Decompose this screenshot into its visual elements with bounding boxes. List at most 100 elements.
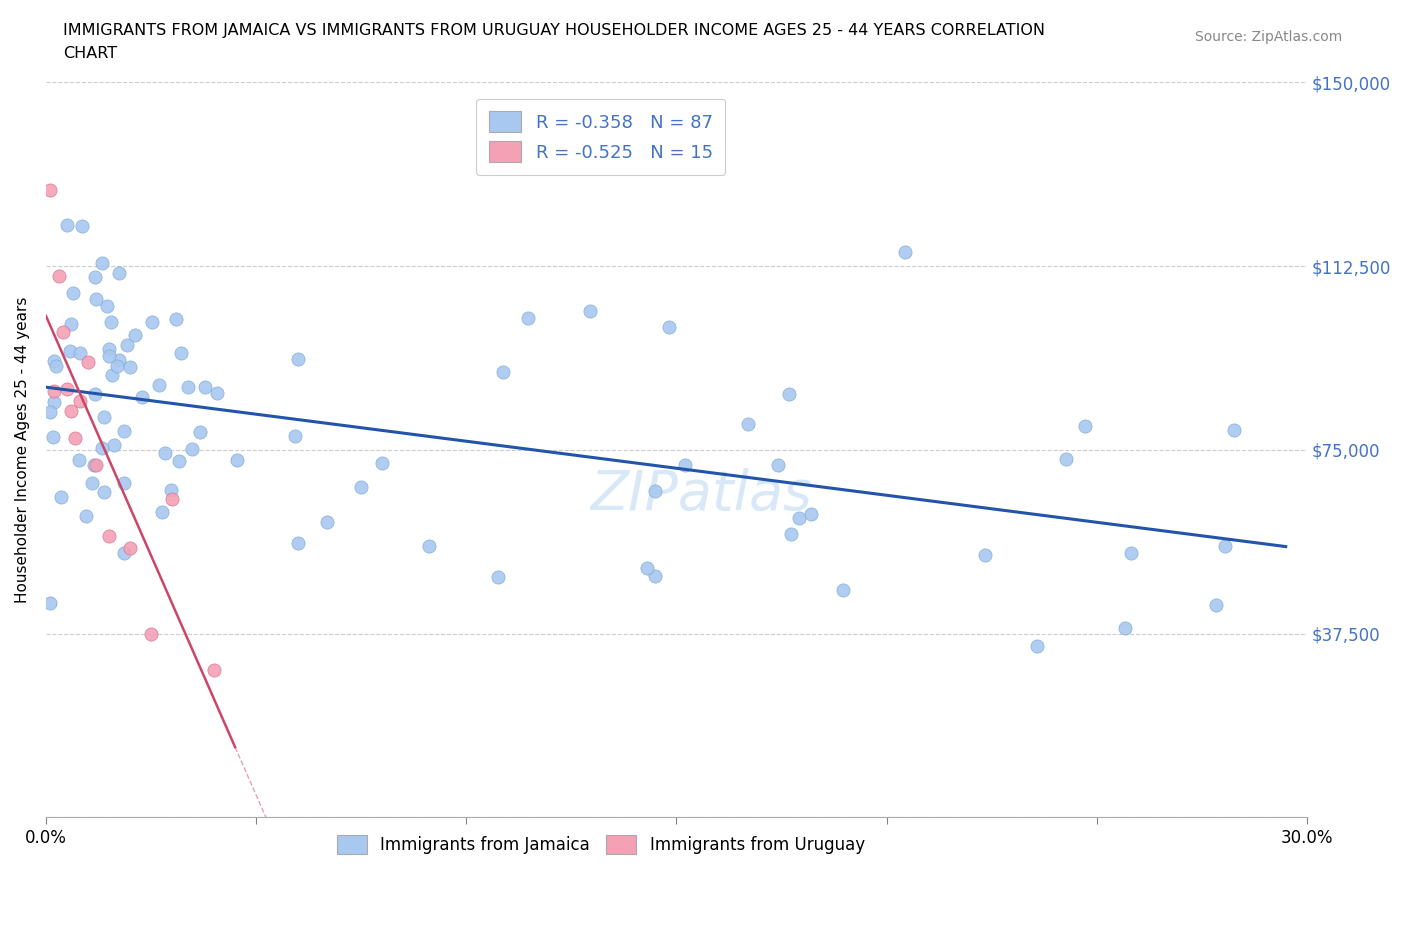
Point [1215, 538, 1237, 553]
Point [160, 483, 183, 498]
Point [39, 595, 62, 610]
Point [673, 458, 696, 472]
Text: IMMIGRANTS FROM JAMAICA VS IMMIGRANTS FROM URUGUAY HOUSEHOLDER INCOME AGES 25 - : IMMIGRANTS FROM JAMAICA VS IMMIGRANTS FR… [63, 23, 1045, 38]
Point [287, 536, 309, 551]
Point [1074, 418, 1097, 433]
Point [787, 510, 810, 525]
Point [287, 352, 309, 366]
Point [644, 569, 666, 584]
Point [45, 359, 67, 374]
Point [59, 344, 82, 359]
Point [91, 440, 114, 455]
Point [91, 255, 114, 270]
Point [284, 429, 307, 444]
Point [93, 485, 115, 499]
Point [194, 379, 217, 394]
Point [1114, 621, 1136, 636]
Point [1054, 452, 1077, 467]
Point [418, 538, 440, 553]
Point [1119, 545, 1142, 560]
Point [766, 458, 789, 472]
Point [83, 458, 105, 472]
Point [65, 431, 87, 445]
Point [75, 509, 97, 524]
Point [98, 341, 121, 356]
Point [69, 393, 91, 408]
Point [62, 286, 84, 300]
Point [98, 528, 121, 543]
Point [800, 506, 823, 521]
Point [100, 315, 122, 330]
Point [67, 453, 90, 468]
Point [1025, 639, 1047, 654]
Point [150, 505, 173, 520]
Point [49, 489, 72, 504]
Point [118, 540, 141, 555]
Point [84, 386, 107, 401]
Point [107, 352, 129, 367]
Point [486, 570, 509, 585]
Point [737, 417, 759, 432]
Point [180, 442, 202, 457]
Point [86, 291, 108, 306]
Point [115, 338, 138, 352]
Point [492, 365, 515, 379]
Point [169, 453, 191, 468]
Point [60, 316, 83, 331]
Point [42, 395, 65, 410]
Point [205, 386, 228, 401]
Point [69, 345, 91, 360]
Point [202, 663, 225, 678]
Point [44, 384, 66, 399]
Point [60, 404, 83, 418]
Point [139, 626, 162, 641]
Point [56, 218, 79, 232]
Point [70, 219, 93, 233]
Point [170, 346, 193, 361]
Point [112, 423, 135, 438]
Point [105, 358, 128, 373]
Point [86, 458, 108, 472]
Point [101, 367, 124, 382]
Point [779, 526, 801, 541]
Point [124, 327, 146, 342]
Point [44, 353, 66, 368]
Point [165, 312, 187, 326]
Text: Source: ZipAtlas.com: Source: ZipAtlas.com [1195, 30, 1343, 44]
Point [1205, 597, 1227, 612]
Point [644, 483, 666, 498]
Point [56, 381, 79, 396]
Point [39, 405, 62, 419]
Point [517, 311, 540, 325]
Point [118, 360, 141, 375]
Point [657, 320, 679, 335]
Point [93, 409, 115, 424]
Point [578, 303, 600, 318]
Point [131, 390, 153, 405]
Point [188, 425, 211, 440]
Point [371, 456, 394, 471]
Point [155, 446, 177, 461]
Point [148, 378, 170, 392]
Point [226, 453, 249, 468]
Point [141, 314, 163, 329]
Point [96, 299, 118, 313]
Point [42, 430, 65, 445]
Point [52, 325, 75, 339]
Text: ZIPatlas: ZIPatlas [591, 468, 813, 521]
Point [77, 354, 100, 369]
Point [160, 491, 183, 506]
Point [636, 561, 658, 576]
Legend: Immigrants from Jamaica, Immigrants from Uruguay: Immigrants from Jamaica, Immigrants from… [330, 828, 872, 860]
Point [48, 269, 70, 284]
Point [1223, 422, 1246, 437]
Text: CHART: CHART [63, 46, 117, 61]
Point [108, 266, 131, 281]
Point [316, 514, 339, 529]
Point [973, 547, 995, 562]
Point [832, 583, 855, 598]
Point [112, 545, 135, 560]
Point [350, 480, 373, 495]
Point [894, 245, 917, 259]
Point [80, 475, 103, 490]
